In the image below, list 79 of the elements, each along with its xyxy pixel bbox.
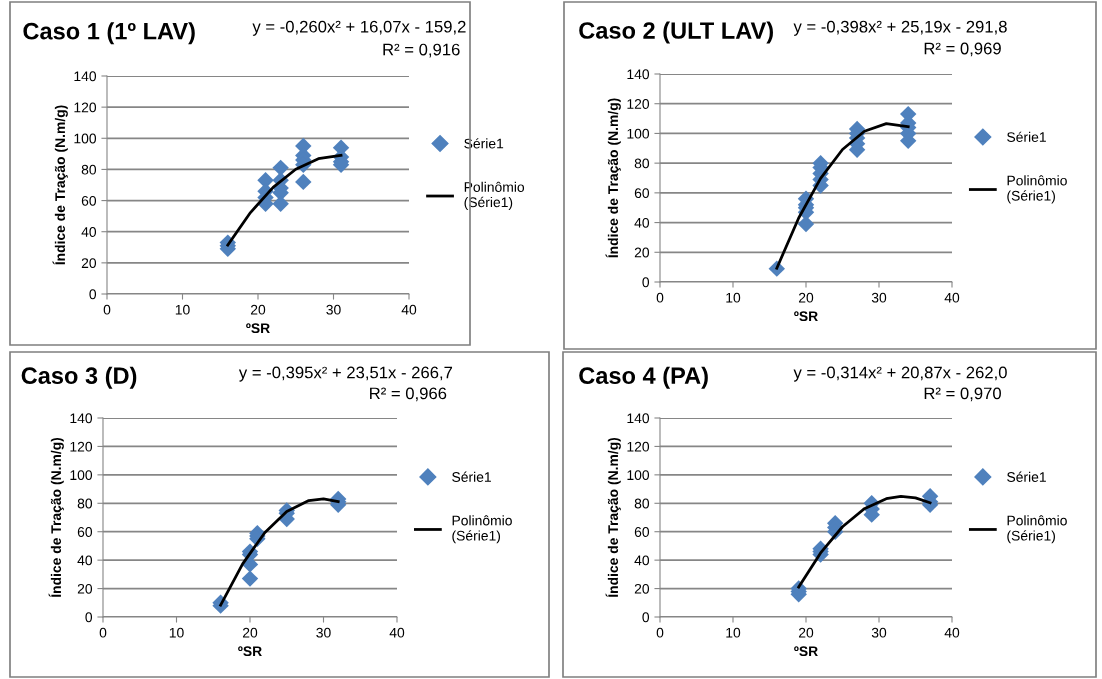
y-tick-label: 40 <box>81 227 97 237</box>
y-axis-title: Índice de Tração (N.m/g) <box>605 437 621 598</box>
legend-label: Série1 <box>1007 471 1046 482</box>
y-tick-label: 20 <box>81 258 97 269</box>
x-tick-label: 30 <box>871 627 887 638</box>
x-tick-label: 30 <box>326 304 341 315</box>
y-axis-title: Índice de Tração (N.m/g) <box>605 98 621 258</box>
y-tick-label: 120 <box>70 441 93 452</box>
legend-label: Polinômio (Série1) <box>1007 515 1067 544</box>
x-tick-label: 0 <box>99 627 107 638</box>
y-tick-label: 60 <box>81 195 97 206</box>
y-tick-label: 140 <box>74 71 97 82</box>
x-axis-title: ºSR <box>794 311 818 322</box>
x-tick-label: 10 <box>175 304 190 315</box>
text: y = -0,260x² + 16,07x - 159,2 <box>252 20 466 36</box>
x-tick-label: 0 <box>656 292 664 303</box>
y-tick-label: 20 <box>634 583 650 594</box>
text: y = -0,314x² + 20,87x - 262,0 <box>793 366 1007 382</box>
y-tick-label: 80 <box>634 498 650 509</box>
x-tick-label: 20 <box>798 627 814 638</box>
chart-title: Caso 1 (1º LAV) <box>23 22 195 45</box>
text: R² = 0,966 <box>370 387 447 402</box>
y-tick-label: 20 <box>634 247 650 258</box>
x-tick-label: 40 <box>944 292 960 303</box>
text: y = -0,395x² + 23,51x - 266,7 <box>238 366 453 382</box>
chart-title: Caso 2 (ULT LAV) <box>579 21 773 44</box>
x-tick-label: 0 <box>103 304 111 315</box>
y-tick-label: 140 <box>627 413 650 424</box>
x-tick-label: 30 <box>871 292 887 303</box>
y-tick-label: 0 <box>642 612 650 623</box>
text: R² = 0,970 <box>924 387 1001 402</box>
x-axis-title: ºSR <box>238 646 262 657</box>
y-tick-label: 140 <box>627 69 650 80</box>
text: R² = 0,969 <box>924 42 1001 57</box>
text: y = -0,398x² + 25,19x - 291,8 <box>793 20 1007 36</box>
y-tick-label: 60 <box>77 527 93 537</box>
y-tick-label: 20 <box>77 583 93 594</box>
y-tick-label: 100 <box>70 470 93 481</box>
x-tick-label: 30 <box>316 627 331 638</box>
x-tick-label: 40 <box>389 627 405 638</box>
y-tick-label: 80 <box>77 498 93 509</box>
x-tick-label: 20 <box>798 292 814 303</box>
y-axis-title: Índice de Tração (N.m/g) <box>52 105 68 265</box>
y-tick-label: 0 <box>85 612 93 623</box>
chart-title: Caso 4 (PA) <box>579 366 708 389</box>
y-tick-label: 120 <box>627 441 650 452</box>
x-tick-label: 0 <box>656 627 664 638</box>
x-tick-label: 10 <box>726 292 741 303</box>
legend-label: Série1 <box>464 138 504 149</box>
y-tick-label: 80 <box>81 164 97 175</box>
y-tick-label: 80 <box>634 158 650 169</box>
x-axis-title: ºSR <box>246 323 270 334</box>
y-tick-label: 40 <box>634 555 650 566</box>
y-tick-label: 60 <box>634 527 650 537</box>
y-tick-label: 100 <box>627 128 650 139</box>
x-tick-label: 10 <box>726 627 741 638</box>
y-tick-label: 0 <box>642 277 650 288</box>
legend-label: Polinômio (Série1) <box>464 181 525 210</box>
chart-title: Caso 3 (D) <box>21 366 137 389</box>
legend-label: Série1 <box>452 471 491 482</box>
legend-label: Polinômio (Série1) <box>1007 175 1067 204</box>
y-axis-title: Índice de Tração (N.m/g) <box>48 437 64 598</box>
y-tick-label: 60 <box>634 188 650 199</box>
x-axis-title: ºSR <box>794 646 818 657</box>
y-tick-label: 120 <box>627 99 650 109</box>
y-tick-label: 120 <box>74 102 97 113</box>
legend-label: Polinômio (Série1) <box>452 515 512 544</box>
x-tick-label: 20 <box>242 627 258 638</box>
y-tick-label: 100 <box>74 133 97 144</box>
text: R² = 0,916 <box>383 43 460 58</box>
x-tick-label: 10 <box>169 627 184 638</box>
y-tick-label: 40 <box>634 217 650 228</box>
x-tick-label: 20 <box>250 304 266 315</box>
x-tick-label: 40 <box>401 304 417 315</box>
legend-label: Série1 <box>1007 131 1046 142</box>
y-tick-label: 40 <box>77 555 93 566</box>
x-tick-label: 40 <box>944 627 960 638</box>
y-tick-label: 140 <box>70 413 93 424</box>
y-tick-label: 100 <box>627 470 650 481</box>
